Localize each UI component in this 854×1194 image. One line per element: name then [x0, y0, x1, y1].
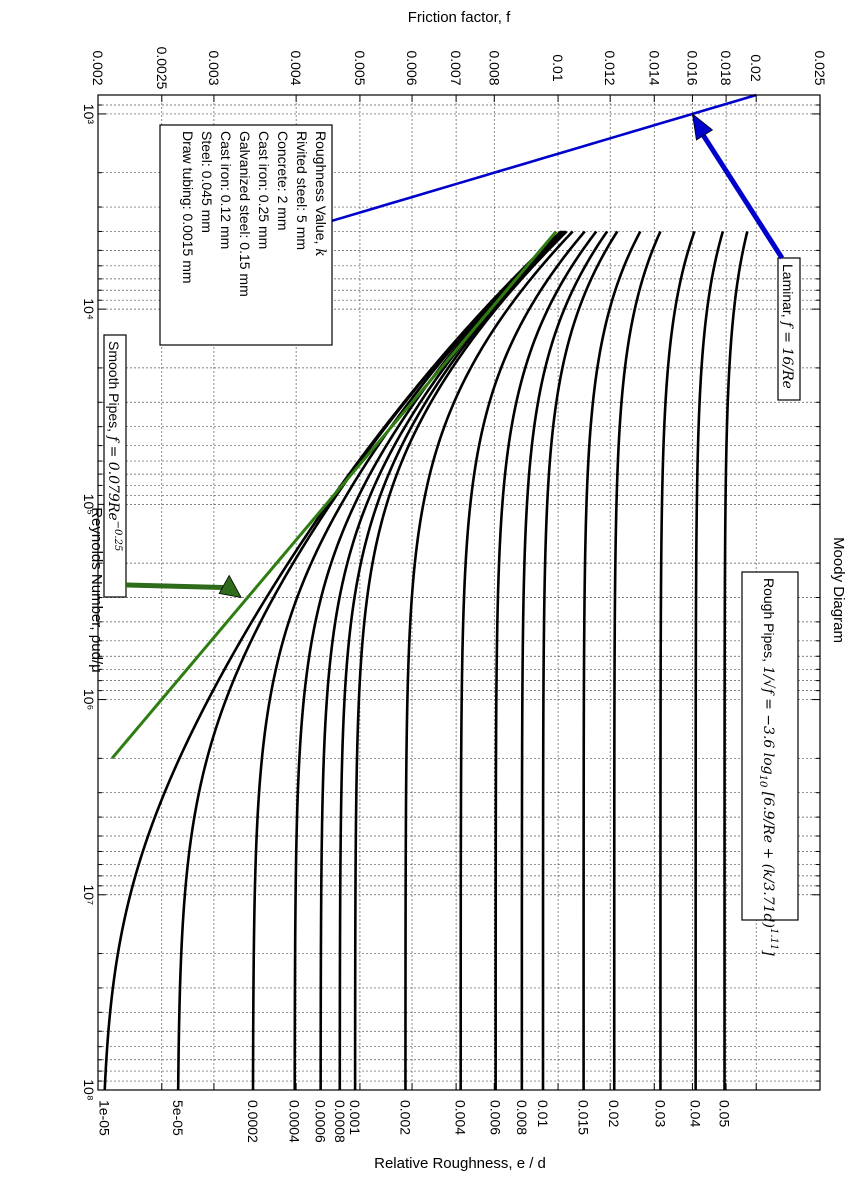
roughness-curve-0.0006	[319, 230, 566, 1090]
tick-label-f: 0.025	[812, 50, 828, 85]
tick-label-f: 0.01	[550, 54, 566, 81]
roughness-label-1e-05: 1e-05	[97, 1100, 113, 1136]
roughness-label-0.004: 0.004	[453, 1100, 469, 1135]
roughness-label-0.05: 0.05	[717, 1100, 733, 1127]
roughness-curve-0.015	[582, 230, 642, 1090]
roughness-label-0.0002: 0.0002	[245, 1100, 261, 1143]
roughness-curve-0.03	[659, 231, 696, 1090]
roughness-label-0.015: 0.015	[576, 1100, 592, 1135]
tick-label-f: 0.02	[748, 54, 764, 81]
roughness-curve-1e-05	[103, 230, 563, 1091]
right-axis-label: Relative Roughness, e / d	[374, 1155, 546, 1172]
smooth-pipe-line	[110, 230, 558, 760]
smooth-label-box	[103, 334, 127, 598]
chart-title: Moody Diagram	[830, 537, 847, 643]
tick-labels: 0.002 0.0025 0.003 0.004 0.005 0.006 0.007 0.00…	[81, 47, 828, 1101]
roughness-curve-0.04	[694, 231, 725, 1090]
tick-label-re: 10⁷	[81, 884, 97, 905]
plot-frame	[97, 94, 821, 1091]
roughness-table-row: Cast iron: 0.12 mm	[218, 131, 234, 249]
roughness-label-0.04: 0.04	[688, 1100, 704, 1127]
roughness-label-0.0006: 0.0006	[313, 1100, 329, 1143]
rough-formula-c: [6.9/Re + (k/3.71d)	[760, 787, 776, 928]
roughness-label-0.01: 0.01	[535, 1100, 551, 1127]
roughness-table-row: Galvanized steel: 0.15 mm	[237, 131, 253, 297]
tick-label-re: 10³	[81, 104, 97, 125]
rough-label: Rough Pipes, 1/√f = −3.6 log10 [6.9/Re +…	[757, 578, 779, 956]
roughness-table-box	[159, 124, 333, 346]
rough-formula-a: 1/√f = −3.6 log	[760, 666, 776, 775]
tick-label-f: 0.012	[602, 50, 618, 85]
laminar-label: Laminar, f = 16/Re	[779, 264, 796, 389]
tick-label-f: 0.016	[684, 50, 700, 85]
tick-label-f: 0.002	[90, 50, 106, 85]
laminar-arrow-shaft	[700, 132, 785, 260]
laminar-line	[295, 93, 757, 233]
smooth-arrow-shaft	[125, 582, 224, 590]
y-axis-label: Friction factor, f	[408, 9, 511, 26]
rough-formula-exp: 1.11	[768, 928, 779, 950]
plot-border	[97, 94, 821, 1091]
roughness-table-title-math: k	[312, 248, 328, 256]
smooth-label: Smooth Pipes, f = 0.079Re−0.25	[105, 341, 123, 551]
smooth-arrow-head	[218, 574, 242, 599]
x-axis-label: Reynolds Number, ρud/μ	[88, 507, 105, 673]
tick-label-re: 10⁶	[81, 689, 97, 710]
roughness-label-0.008: 0.008	[514, 1100, 530, 1135]
tick-label-f: 0.014	[646, 50, 662, 85]
tick-label-re: 10⁴	[81, 298, 97, 320]
roughness-label-0.002: 0.002	[397, 1100, 413, 1135]
roughness-curve-0.002	[404, 230, 574, 1090]
roughness-curve-0.0008	[338, 230, 567, 1090]
rough-label-box	[741, 571, 799, 921]
roughness-label-0.0008: 0.0008	[332, 1100, 348, 1143]
tick-label-f: 0.018	[718, 50, 734, 85]
laminar-label-box	[777, 257, 801, 401]
roughness-curve-0.006	[494, 230, 598, 1090]
tick-label-f: 0.006	[404, 50, 420, 85]
roughness-curve-0.05	[723, 231, 749, 1090]
laminar-formula: f = 16/Re	[779, 321, 795, 389]
roughness-label-0.02: 0.02	[606, 1100, 622, 1127]
roughness-label-0.006: 0.006	[488, 1100, 504, 1135]
roughness-table-row: Concrete: 2 mm	[275, 131, 291, 231]
curves	[103, 93, 757, 1091]
rough-formula-sub: 10	[757, 775, 768, 788]
roughness-curve-0.001	[353, 230, 568, 1091]
tick-label-re: 10⁵	[81, 494, 97, 515]
roughness-table-row: Rivited steel: 5 mm	[294, 131, 310, 250]
tick-label-f: 0.0025	[154, 47, 170, 90]
tick-label-f: 0.005	[352, 50, 368, 85]
roughness-table-row: Draw tubing: 0.0015 mm	[180, 131, 196, 284]
roughness-label-0.001: 0.001	[347, 1100, 363, 1135]
laminar-arrow-head	[691, 112, 714, 141]
roughness-table-title: Roughness Value, k	[312, 131, 329, 257]
roughness-curve-0.004	[459, 230, 586, 1090]
tick-label-f: 0.007	[448, 50, 464, 85]
roughness-label-0.0004: 0.0004	[287, 1100, 303, 1143]
smooth-formula: f = 0.079Re	[105, 435, 121, 521]
tick-label-re: 10⁸	[81, 1079, 97, 1101]
roughness-table-row: Steel: 0.045 mm	[199, 131, 215, 233]
roughness-labels: 0.05 0.04 0.03 0.02 0.015 0.01 0.008 0.006 0.004…	[97, 1100, 733, 1143]
roughness-label-0.03: 0.03	[652, 1100, 668, 1127]
roughness-curve-0.01	[541, 230, 619, 1090]
tick-label-f: 0.003	[206, 50, 222, 85]
tick-label-f: 0.004	[288, 50, 304, 85]
roughness-table-row: Cast iron: 0.25 mm	[256, 131, 272, 249]
roughness-curve-0.0002	[251, 230, 563, 1091]
tick-label-f: 0.008	[486, 50, 502, 85]
roughness-label-5e-05: 5e-05	[170, 1100, 186, 1136]
rough-formula-close: ]	[760, 949, 776, 956]
smooth-exponent: −0.25	[112, 521, 123, 552]
roughness-curve-0.02	[612, 230, 662, 1090]
roughness-curve-0.008	[520, 230, 609, 1090]
